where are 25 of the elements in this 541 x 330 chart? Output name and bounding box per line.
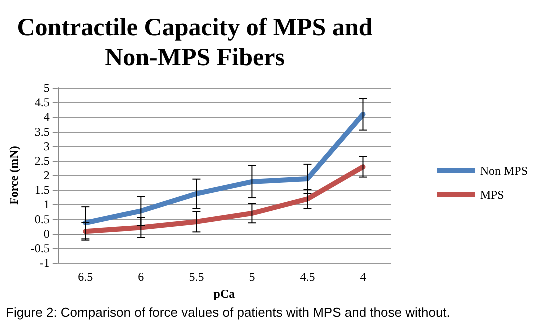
x-tick-label: 5	[249, 270, 256, 284]
x-tick-label: 6	[138, 270, 144, 284]
y-tick-label: 4.5	[34, 96, 50, 110]
y-axis-title: Force (mN)	[7, 146, 21, 205]
x-axis-title: pCa	[214, 287, 236, 301]
caption: Figure 2: Comparison of force values of patients with MPS and those without.	[5, 305, 452, 320]
y-tick-label: 2.5	[34, 154, 50, 168]
y-tick-label: 0	[44, 226, 50, 241]
x-tick-label: 6.5	[78, 270, 94, 284]
y-tick-label: 0.5	[34, 212, 50, 226]
y-tick-label: 4	[44, 110, 50, 124]
x-tick-label: 4	[360, 270, 366, 284]
y-tick-label: 1.5	[34, 183, 50, 198]
y-tick-label: -0.5	[30, 242, 50, 256]
y-tick-label: 3	[44, 139, 50, 154]
chart-title: Contractile Capacity of MPS and Non-MPS Fibers	[17, 14, 373, 72]
y-tick-label: 5	[44, 81, 50, 95]
y-tick-label: 3.5	[34, 124, 50, 139]
legend-label: Non MPS	[480, 164, 528, 178]
x-tick-label: 4.5	[300, 270, 316, 284]
y-tick-label: 1	[44, 198, 50, 212]
y-tick-label: -1	[40, 256, 50, 270]
legend-label: MPS	[480, 188, 504, 202]
x-tick-label: 5.5	[189, 270, 204, 284]
y-tick-label: 2	[44, 168, 50, 183]
